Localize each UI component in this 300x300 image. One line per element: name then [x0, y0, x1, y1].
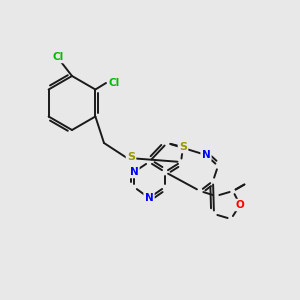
Text: O: O — [236, 200, 244, 210]
Text: S: S — [127, 152, 135, 162]
Text: Cl: Cl — [108, 78, 120, 88]
Text: Cl: Cl — [52, 52, 64, 62]
Text: S: S — [179, 142, 187, 152]
Text: N: N — [145, 193, 153, 203]
Text: N: N — [130, 167, 138, 177]
Text: N: N — [202, 150, 210, 160]
